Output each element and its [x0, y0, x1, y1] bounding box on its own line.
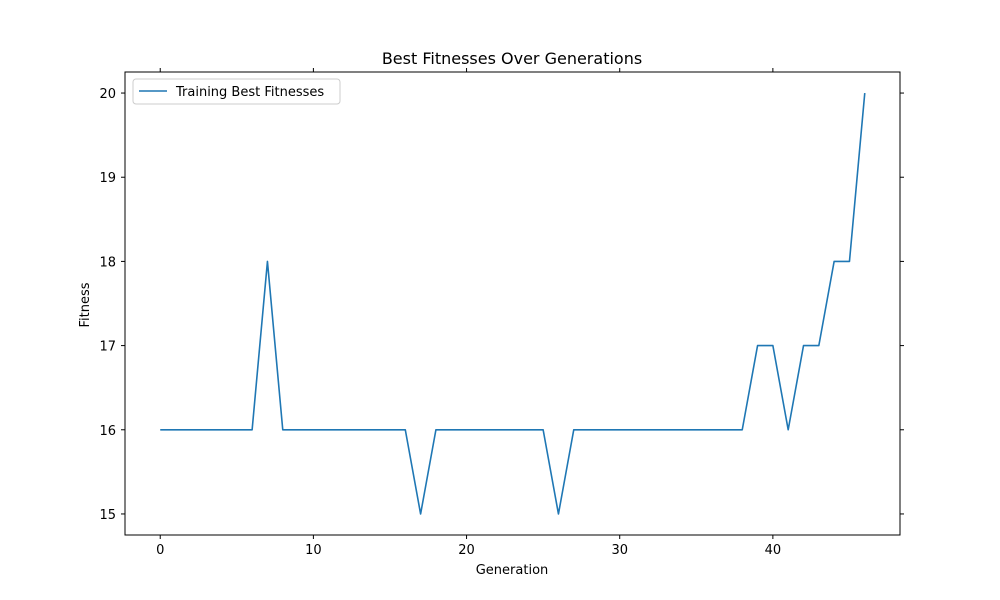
- y-tick-label: 17: [99, 340, 116, 355]
- x-tick-label: 30: [611, 543, 628, 558]
- x-tick-label: 40: [765, 543, 782, 558]
- y-axis-label: Fitness: [78, 282, 93, 327]
- x-axis-label: Generation: [476, 563, 549, 578]
- legend: Training Best Fitnesses: [132, 78, 341, 105]
- y-tick-label: 18: [99, 255, 116, 270]
- y-tick-label: 19: [99, 171, 116, 186]
- series-line: [160, 92, 866, 515]
- y-tick-label: 15: [99, 508, 116, 523]
- legend-box: [132, 78, 341, 105]
- plot-area: [160, 92, 866, 515]
- plot-frame: [124, 71, 901, 536]
- y-tick-label: 16: [99, 424, 116, 439]
- chart-title: Best Fitnesses Over Generations: [382, 49, 642, 68]
- y-tick-label: 20: [99, 87, 116, 102]
- x-tick-label: 20: [458, 543, 475, 558]
- x-axis: 0 10 20 30 40: [156, 68, 781, 558]
- x-tick-label: 10: [305, 543, 322, 558]
- y-axis: 15 16 17 18 19 20: [99, 87, 904, 523]
- legend-label: Training Best Fitnesses: [175, 85, 324, 100]
- x-tick-label: 0: [156, 543, 164, 558]
